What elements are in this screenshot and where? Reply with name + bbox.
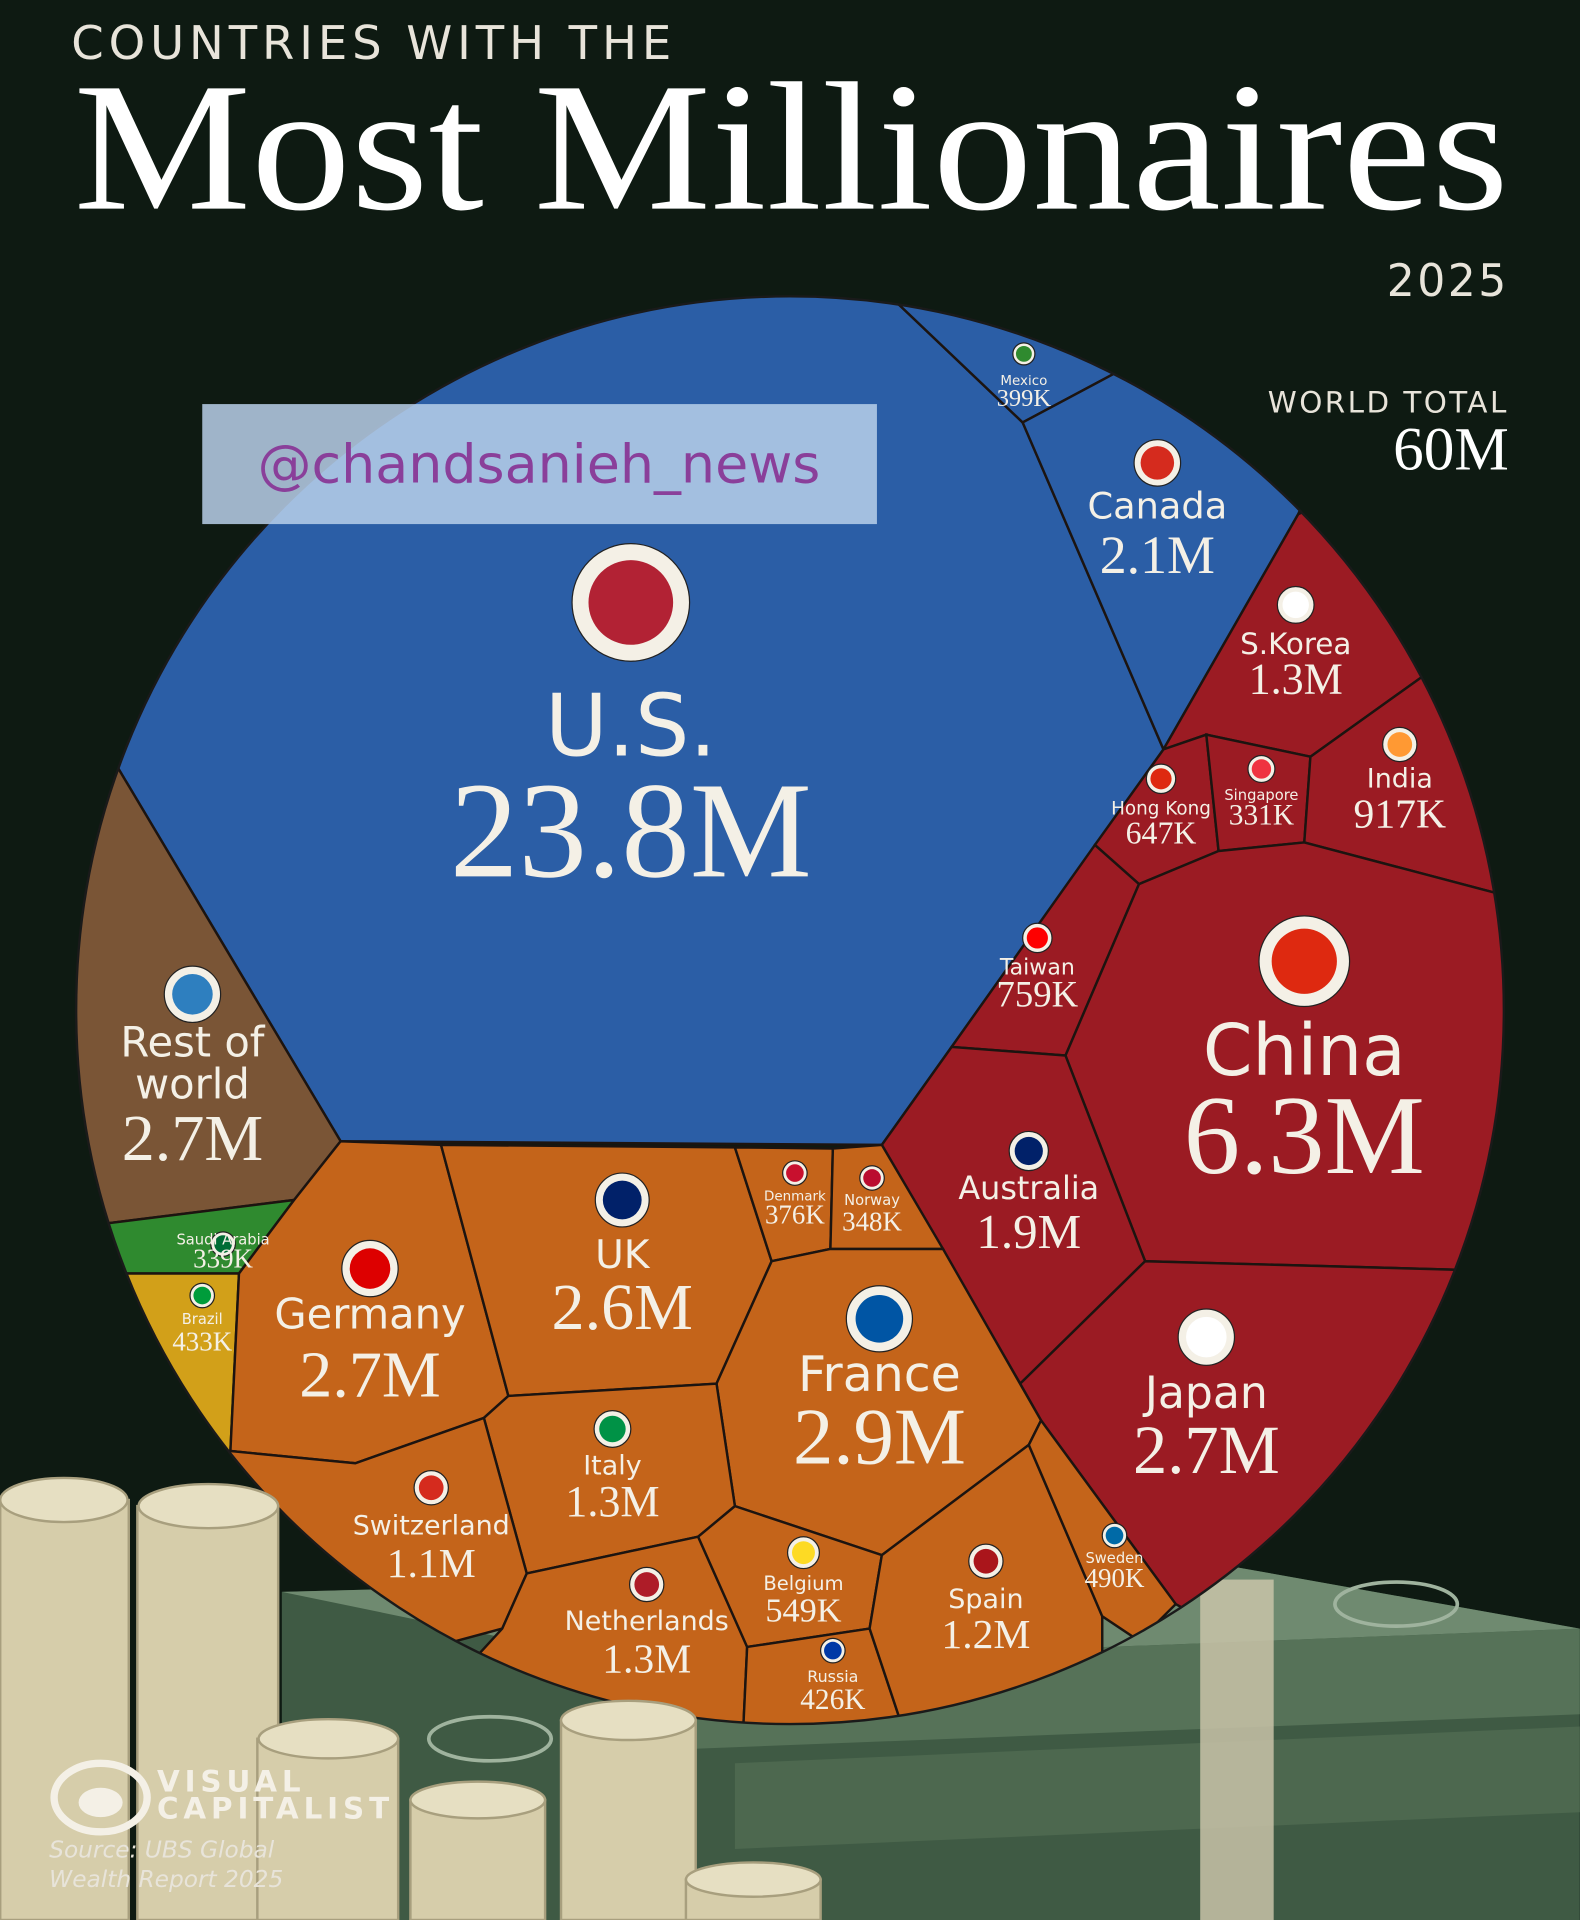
value-label: 433K xyxy=(172,1327,232,1357)
flag-center xyxy=(193,1286,212,1305)
country-label: Rest of world xyxy=(120,1022,265,1110)
value-label: 1.2M xyxy=(941,1612,1030,1658)
flag-center xyxy=(863,1169,881,1187)
country-label: Singapore xyxy=(1224,787,1298,804)
value-label: 426K xyxy=(800,1684,865,1716)
country-label: Mexico xyxy=(1000,374,1047,389)
country-label: U.S. xyxy=(545,677,717,777)
flag-center xyxy=(1105,1526,1124,1545)
country-label: Taiwan xyxy=(999,956,1075,981)
value-label: 2.7M xyxy=(1133,1412,1280,1488)
value-label: 2.7M xyxy=(299,1338,440,1411)
logo-line: VISUAL xyxy=(157,1764,306,1798)
circle-outline xyxy=(74,295,1506,1726)
flag-center xyxy=(214,1235,232,1253)
value-label: 376K xyxy=(765,1199,825,1229)
cell xyxy=(1302,635,1504,920)
flag-center xyxy=(602,1180,642,1220)
watermark: @chandsanieh_news xyxy=(258,432,821,495)
source: Source: UBS Global Wealth Report 2025 xyxy=(49,1836,284,1893)
value-label: 1.3M xyxy=(602,1636,691,1682)
flag-center xyxy=(786,1164,804,1182)
flag-center xyxy=(1015,345,1032,362)
flag-center xyxy=(634,1572,660,1597)
country-label: Brazil xyxy=(182,1311,223,1328)
source-box: Source: UBS Global Wealth Report 2025 xyxy=(49,1836,284,1893)
country-label: Canada xyxy=(1087,485,1227,528)
value-label: 2.9M xyxy=(793,1392,966,1481)
logo: VISUAL CAPITALIST xyxy=(50,1759,394,1836)
country-label: France xyxy=(798,1346,961,1403)
flag-center xyxy=(588,560,674,645)
world-total: 60M xyxy=(1393,416,1509,484)
year: 2025 xyxy=(1387,256,1509,307)
flag-center xyxy=(418,1475,444,1501)
country-label: China xyxy=(1203,1009,1406,1092)
country-label: UK xyxy=(595,1233,651,1278)
country-label: Germany xyxy=(274,1290,465,1339)
country-label: India xyxy=(1367,764,1433,795)
watermark-box xyxy=(202,404,877,525)
coin-stacks xyxy=(0,1476,822,1920)
flag-center xyxy=(599,1415,626,1443)
flag-center xyxy=(1251,759,1272,779)
value-label: 1.3M xyxy=(565,1477,659,1526)
flag-center xyxy=(1282,591,1309,619)
flag-center xyxy=(855,1294,904,1343)
logo-line: CAPITALIST xyxy=(157,1791,394,1825)
value-label: 2.1M xyxy=(1100,525,1215,585)
country-label: Sweden xyxy=(1085,1550,1143,1567)
value-label: 917K xyxy=(1354,792,1446,838)
value-label: 331K xyxy=(1229,800,1294,832)
country-label: Italy xyxy=(583,1450,641,1481)
country-label: Switzerland xyxy=(353,1510,510,1541)
flag-center xyxy=(349,1248,391,1289)
country-label: Norway xyxy=(844,1192,900,1209)
value-label: 1.3M xyxy=(1249,654,1343,703)
flag-center xyxy=(824,1641,842,1660)
flag-center xyxy=(1014,1136,1043,1166)
country-label: S.Korea xyxy=(1240,627,1351,661)
value-label: 1.1M xyxy=(387,1541,476,1587)
value-label: 2.7M xyxy=(122,1102,263,1175)
country-label: Belgium xyxy=(763,1572,843,1595)
value-label: 2.6M xyxy=(552,1271,693,1344)
country-label-box: Rest of world xyxy=(120,1022,265,1110)
country-label: Japan xyxy=(1142,1368,1268,1419)
country-label: Saudi Arabia xyxy=(176,1231,269,1248)
country-label: Russia xyxy=(807,1667,858,1686)
value-label: 23.8M xyxy=(450,754,812,906)
country-label: Australia xyxy=(958,1169,1099,1207)
chart-title: Most Millionaires xyxy=(74,45,1509,249)
flag-center xyxy=(1387,732,1413,757)
country-label: Denmark xyxy=(764,1189,826,1204)
value-label: 490K xyxy=(1085,1563,1145,1593)
value-label: 759K xyxy=(997,973,1079,1014)
flag-center xyxy=(172,974,213,1015)
cell xyxy=(739,1627,921,1725)
country-label: Hong Kong xyxy=(1111,798,1211,819)
flag-center xyxy=(1140,446,1175,480)
flag-center xyxy=(792,1541,815,1565)
country-label: Spain xyxy=(948,1584,1023,1615)
value-label: 348K xyxy=(842,1207,902,1237)
value-label: 1.9M xyxy=(976,1204,1081,1259)
value-label: 6.3M xyxy=(1184,1074,1425,1198)
value-label: 549K xyxy=(765,1592,841,1630)
value-label: 399K xyxy=(997,385,1052,412)
subtitle: COUNTRIES WITH THE xyxy=(71,16,676,70)
flag-center xyxy=(1271,928,1337,994)
value-label: 339K xyxy=(193,1243,253,1273)
country-label: Netherlands xyxy=(565,1606,729,1637)
flag-center xyxy=(1026,927,1048,949)
flag-center xyxy=(1150,768,1172,790)
flag-center xyxy=(1186,1316,1227,1358)
labels: U.S.23.8MMexico399KCanada2.1MS.Korea1.3M… xyxy=(120,342,1446,1716)
world-total-label: WORLD TOTAL xyxy=(1268,386,1509,420)
flag-center xyxy=(973,1548,999,1574)
value-label: 647K xyxy=(1126,816,1197,851)
